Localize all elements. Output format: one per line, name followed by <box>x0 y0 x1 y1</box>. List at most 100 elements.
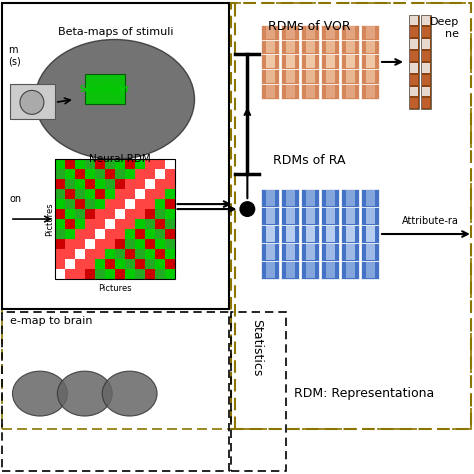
Bar <box>422 51 430 61</box>
Ellipse shape <box>102 371 157 416</box>
Bar <box>410 63 418 73</box>
Bar <box>346 226 355 242</box>
Bar <box>410 39 418 49</box>
Bar <box>115 229 125 239</box>
Bar <box>155 169 164 179</box>
Bar <box>85 159 95 169</box>
Bar <box>95 219 105 229</box>
Bar <box>85 209 95 219</box>
Bar <box>55 259 65 269</box>
Bar <box>145 269 155 279</box>
Bar <box>155 229 164 239</box>
Bar <box>145 219 155 229</box>
Text: Pictures: Pictures <box>46 202 55 236</box>
Bar <box>365 71 374 83</box>
Bar <box>266 26 275 38</box>
Bar <box>75 199 85 209</box>
Bar <box>231 3 471 429</box>
Bar <box>164 209 174 219</box>
Bar <box>135 249 145 259</box>
Bar <box>125 259 135 269</box>
Bar <box>321 25 339 100</box>
Bar <box>75 249 85 259</box>
Bar <box>164 249 174 259</box>
Bar <box>341 189 359 279</box>
Bar <box>306 262 315 278</box>
Bar <box>266 85 275 99</box>
Bar <box>115 169 125 179</box>
Bar <box>155 189 164 199</box>
Bar <box>55 209 65 219</box>
Bar <box>95 159 105 169</box>
Bar <box>422 75 430 85</box>
Bar <box>286 190 295 206</box>
Bar <box>105 179 115 189</box>
Bar <box>115 219 125 229</box>
Bar <box>155 159 164 169</box>
Bar <box>85 269 95 279</box>
Bar <box>115 249 125 259</box>
Bar <box>105 239 115 249</box>
Bar <box>164 179 174 189</box>
Bar <box>155 169 164 179</box>
Bar <box>2 3 229 309</box>
Bar <box>135 219 145 229</box>
Bar <box>164 229 174 239</box>
Bar <box>95 239 105 249</box>
Bar <box>95 209 105 219</box>
Bar <box>95 229 105 239</box>
Bar <box>145 239 155 249</box>
Bar <box>155 259 164 269</box>
Bar <box>85 259 95 269</box>
Bar <box>85 219 95 229</box>
Bar <box>95 249 105 259</box>
Bar <box>155 179 164 189</box>
Circle shape <box>20 91 44 114</box>
Bar <box>409 15 419 109</box>
Bar <box>55 219 65 229</box>
Bar <box>422 63 430 73</box>
Bar <box>306 208 315 224</box>
Bar <box>105 209 115 219</box>
Bar <box>422 16 430 26</box>
Bar <box>55 249 65 259</box>
Bar <box>410 16 418 26</box>
Bar <box>125 169 135 179</box>
Bar <box>95 199 105 209</box>
Bar <box>286 71 295 83</box>
Bar <box>105 229 115 239</box>
Bar <box>95 189 105 199</box>
Bar <box>55 229 65 239</box>
Bar <box>105 269 115 279</box>
Bar <box>326 226 335 242</box>
Bar <box>164 239 174 249</box>
Bar <box>85 169 95 179</box>
Bar <box>164 169 174 179</box>
Bar <box>306 71 315 83</box>
Bar <box>105 219 115 229</box>
Bar <box>135 229 145 239</box>
Bar <box>155 249 164 259</box>
Bar <box>164 189 174 199</box>
Bar <box>85 239 95 249</box>
Bar <box>75 239 85 249</box>
Bar <box>65 219 75 229</box>
Bar <box>145 199 155 209</box>
Bar <box>75 229 85 239</box>
Bar <box>145 179 155 189</box>
Bar <box>410 87 418 97</box>
Bar <box>422 39 430 49</box>
Bar <box>266 208 275 224</box>
Bar <box>125 179 135 189</box>
Bar <box>95 259 105 269</box>
Bar <box>155 219 164 229</box>
Bar <box>65 159 75 169</box>
Bar <box>125 189 135 199</box>
Bar <box>346 55 355 68</box>
Bar <box>55 269 65 279</box>
Bar <box>341 25 359 100</box>
Bar <box>306 244 315 260</box>
Bar <box>365 26 374 38</box>
Bar <box>55 269 65 279</box>
Bar <box>75 189 85 199</box>
